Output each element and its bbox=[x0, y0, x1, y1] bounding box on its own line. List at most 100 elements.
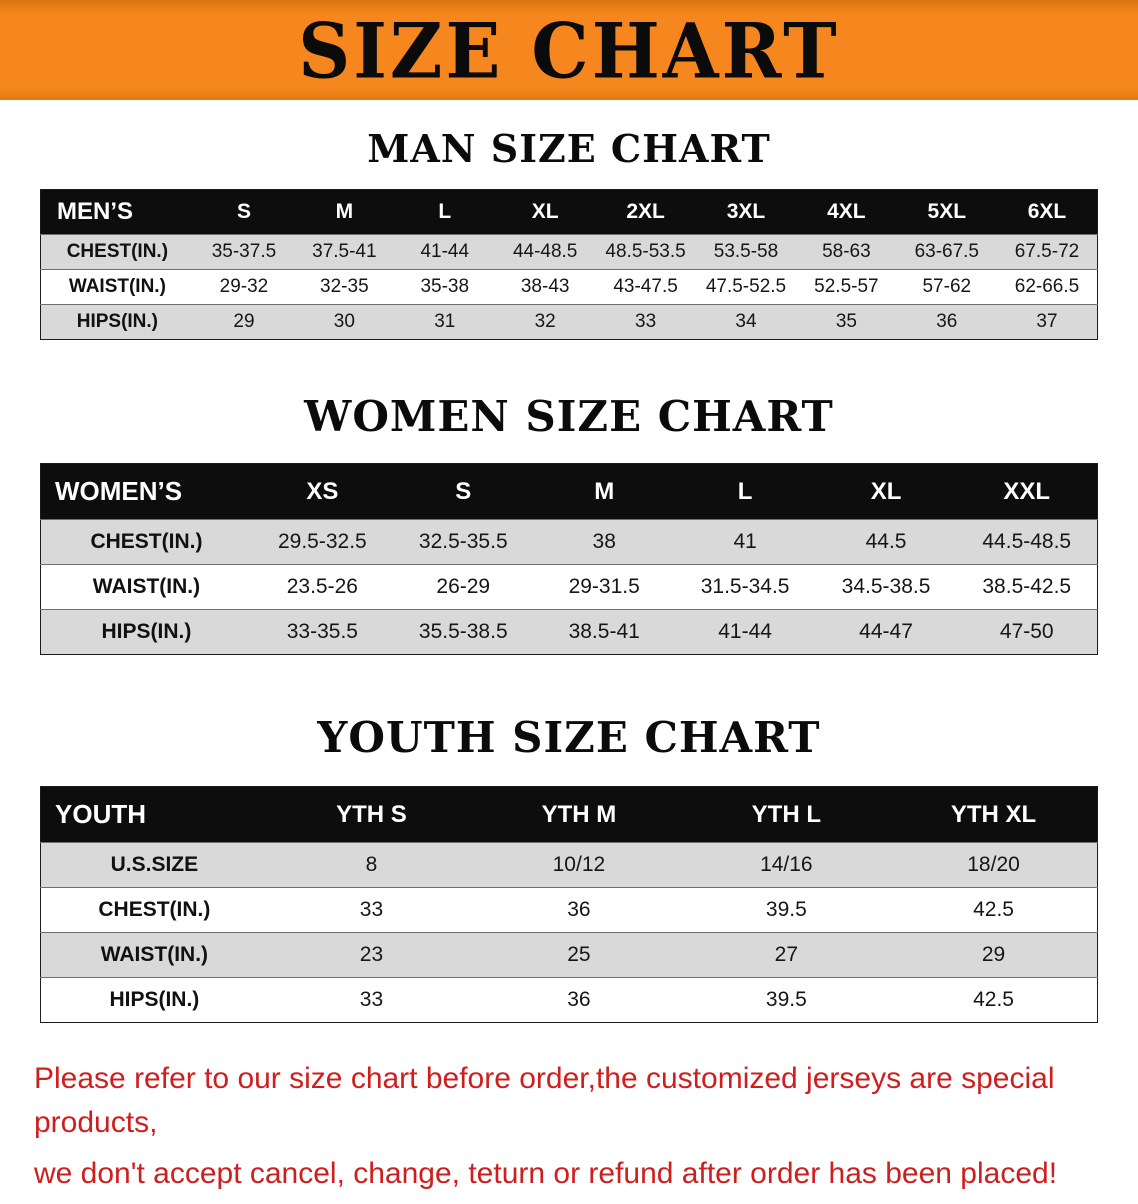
size-value-cell: 42.5 bbox=[973, 988, 1014, 1011]
size-value-cell: 47.5-52.5 bbox=[705, 276, 787, 297]
size-value-cell: 41-44 bbox=[718, 620, 772, 643]
size-value-cell: 25 bbox=[567, 943, 591, 966]
size-value-cell: 36 bbox=[567, 898, 591, 921]
size-value-cell: 38-43 bbox=[520, 276, 570, 297]
size-value-cell: 63-67.5 bbox=[914, 241, 980, 262]
header-row: YOUTH YTH S YTH M YTH L YTH XL bbox=[40, 786, 1098, 843]
youth-size-section: YOUTH SIZE CHART YOUTH YTH S YTH M YTH L YTH… bbox=[0, 713, 1138, 1023]
table-corner-header: WOMEN’S bbox=[40, 463, 252, 520]
size-value-cell: 35-37.5 bbox=[211, 241, 277, 262]
size-value-cell: 39.5 bbox=[765, 898, 807, 921]
column-header: YTH S bbox=[267, 786, 476, 843]
size-value-cell: 35 bbox=[835, 311, 857, 332]
table-row: HIPS(IN.) 33 36 39.5 42.5 bbox=[40, 977, 1098, 1023]
size-value-cell: 29-31.5 bbox=[568, 575, 640, 598]
size-value-cell: 44.5 bbox=[865, 530, 907, 553]
size-value-cell: 47-50 bbox=[999, 620, 1054, 643]
row-label: CHEST(IN.) bbox=[98, 898, 211, 921]
size-value-cell: 62-66.5 bbox=[1014, 276, 1080, 297]
column-header: YTH L bbox=[682, 786, 891, 843]
table-row: CHEST(IN.) 29.5-32.5 32.5-35.5 38 41 44.5 44.5… bbox=[40, 519, 1098, 565]
size-value-cell: 32 bbox=[534, 311, 556, 332]
size-value-cell: 18/20 bbox=[967, 853, 1020, 876]
size-value-cell: 58-63 bbox=[822, 241, 871, 262]
size-value-cell: 29-32 bbox=[219, 276, 269, 297]
disclaimer-line-1: Please refer to our size chart before or… bbox=[34, 1062, 1055, 1139]
youth-size-chart-heading: YOUTH SIZE CHART bbox=[317, 713, 821, 762]
row-label: HIPS(IN.) bbox=[76, 311, 159, 332]
row-label: CHEST(IN.) bbox=[90, 530, 203, 553]
size-value-cell: 29 bbox=[981, 943, 1006, 966]
size-value-cell: 41-44 bbox=[420, 241, 470, 262]
size-value-cell: 10/12 bbox=[552, 853, 606, 876]
column-header: YTH M bbox=[475, 786, 683, 843]
size-value-cell: 29 bbox=[233, 311, 255, 332]
man-size-section: MAN SIZE CHART MEN’S S M L XL 2XL 3XL 4XL 5XL 6XL… bbox=[0, 126, 1138, 340]
size-value-cell: 44.5-48.5 bbox=[982, 530, 1072, 553]
size-value-cell: 32-35 bbox=[320, 276, 369, 297]
size-value-cell: 67.5-72 bbox=[1014, 241, 1080, 262]
column-header: M bbox=[294, 189, 395, 235]
size-value-cell: 43-47.5 bbox=[613, 276, 678, 297]
row-label: WAIST(IN.) bbox=[100, 943, 209, 966]
youth-size-table: YOUTH YTH S YTH M YTH L YTH XL U.S.SIZE 8 10/12… bbox=[40, 786, 1098, 1023]
women-size-table: WOMEN’S XS S M L XL XXL CHEST(IN.) 29.5-32.5 32.5… bbox=[40, 463, 1098, 655]
table-row: HIPS(IN.) 29 30 31 32 33 34 35 36 37 bbox=[40, 304, 1098, 340]
column-header: XL bbox=[815, 463, 957, 520]
size-value-cell: 29.5-32.5 bbox=[277, 530, 367, 553]
size-value-cell: 57-62 bbox=[922, 276, 972, 297]
column-header: M bbox=[533, 463, 675, 520]
column-header: 2XL bbox=[595, 189, 696, 235]
size-value-cell: 39.5 bbox=[765, 988, 807, 1011]
size-value-cell: 33 bbox=[635, 311, 657, 332]
size-value-cell: 36 bbox=[936, 311, 958, 332]
size-value-cell: 37 bbox=[1036, 311, 1058, 332]
row-label: WAIST(IN.) bbox=[68, 276, 166, 297]
table-row: HIPS(IN.) 33-35.5 35.5-38.5 38.5-41 41-44 44-… bbox=[40, 609, 1098, 655]
size-value-cell: 33 bbox=[359, 898, 384, 921]
row-label: HIPS(IN.) bbox=[109, 988, 200, 1011]
table-row: U.S.SIZE 8 10/12 14/16 18/20 bbox=[40, 842, 1098, 888]
size-value-cell: 30 bbox=[333, 311, 355, 332]
row-label: WAIST(IN.) bbox=[92, 575, 201, 598]
column-header: 4XL bbox=[796, 189, 897, 235]
table-corner-header: YOUTH bbox=[40, 786, 268, 843]
column-header: 5XL bbox=[896, 189, 997, 235]
size-value-cell: 44-48.5 bbox=[512, 241, 578, 262]
column-header: 6XL bbox=[997, 189, 1098, 235]
size-value-cell: 26-29 bbox=[436, 575, 491, 598]
row-label: CHEST(IN.) bbox=[66, 241, 169, 262]
size-value-cell: 37.5-41 bbox=[312, 241, 377, 262]
column-header: L bbox=[674, 463, 816, 520]
table-corner-header: MEN’S bbox=[40, 189, 194, 235]
header-row: MEN’S S M L XL 2XL 3XL 4XL 5XL 6XL bbox=[40, 189, 1098, 235]
women-size-section: WOMEN SIZE CHART WOMEN’S XS S M L XL XXL CHEST(… bbox=[0, 392, 1138, 655]
column-header: YTH XL bbox=[890, 786, 1098, 843]
size-value-cell: 44-47 bbox=[859, 620, 913, 643]
column-header: 3XL bbox=[695, 189, 797, 235]
size-value-cell: 34.5-38.5 bbox=[841, 575, 931, 598]
size-value-cell: 35-38 bbox=[420, 276, 470, 297]
men-size-table: MEN’S S M L XL 2XL 3XL 4XL 5XL 6XL CHEST(IN.) 35-37… bbox=[40, 189, 1098, 340]
size-value-cell: 52.5-57 bbox=[814, 276, 879, 297]
header-row: WOMEN’S XS S M L XL XXL bbox=[40, 463, 1098, 520]
size-value-cell: 14/16 bbox=[760, 853, 813, 876]
banner-title: SIZE CHART bbox=[298, 5, 840, 95]
size-value-cell: 53.5-58 bbox=[713, 241, 779, 262]
size-value-cell: 38.5-42.5 bbox=[982, 575, 1072, 598]
size-value-cell: 35.5-38.5 bbox=[418, 620, 508, 643]
column-header: XXL bbox=[956, 463, 1098, 520]
size-value-cell: 23 bbox=[359, 943, 384, 966]
column-header: S bbox=[193, 189, 295, 235]
table-row: WAIST(IN.) 23.5-26 26-29 29-31.5 31.5-34.5 34… bbox=[40, 564, 1098, 610]
table-row: CHEST(IN.) 33 36 39.5 42.5 bbox=[40, 887, 1098, 933]
women-size-chart-heading: WOMEN SIZE CHART bbox=[304, 392, 834, 441]
column-header: S bbox=[392, 463, 534, 520]
size-value-cell: 36 bbox=[567, 988, 591, 1011]
table-row: WAIST(IN.) 23 25 27 29 bbox=[40, 932, 1098, 978]
table-row: WAIST(IN.) 29-32 32-35 35-38 38-43 43-47.5 47.… bbox=[40, 269, 1098, 305]
size-value-cell: 33 bbox=[359, 988, 384, 1011]
size-value-cell: 34 bbox=[735, 311, 757, 332]
size-value-cell: 38 bbox=[592, 530, 616, 553]
